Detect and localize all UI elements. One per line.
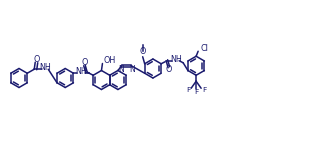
Text: N: N bbox=[129, 65, 135, 74]
Text: F: F bbox=[194, 89, 198, 95]
Text: F: F bbox=[202, 87, 206, 93]
Text: O: O bbox=[140, 47, 146, 56]
Text: N: N bbox=[118, 65, 124, 74]
Text: Cl: Cl bbox=[200, 44, 208, 53]
Text: NH: NH bbox=[76, 67, 87, 76]
Text: NH: NH bbox=[170, 55, 182, 64]
Text: NH: NH bbox=[39, 63, 51, 72]
Text: O: O bbox=[166, 65, 172, 74]
Text: OH: OH bbox=[104, 56, 116, 65]
Text: O: O bbox=[81, 58, 88, 67]
Text: F: F bbox=[186, 87, 190, 93]
Text: O: O bbox=[33, 55, 39, 64]
